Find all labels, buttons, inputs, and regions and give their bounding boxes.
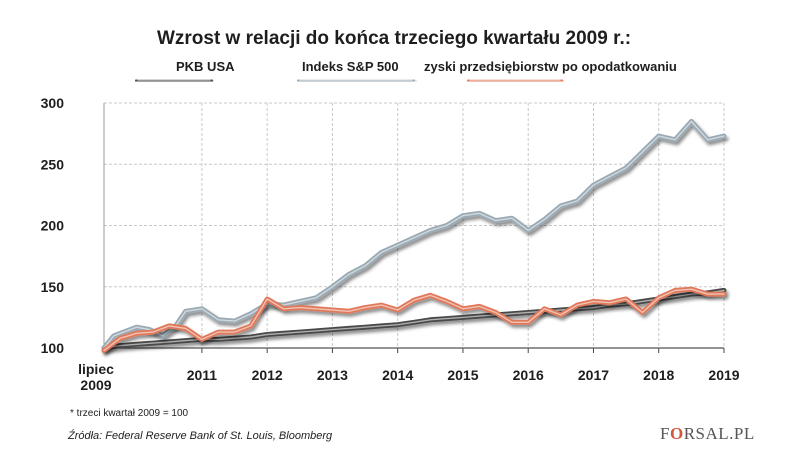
- y-tick-label: 150: [41, 279, 65, 295]
- source-note: Źródła: Federal Reserve Bank of St. Loui…: [68, 430, 333, 442]
- legend-label-pkb: PKB USA: [176, 59, 235, 74]
- x-tick-label: 2011: [187, 367, 218, 383]
- x-tick-label: 2013: [317, 367, 348, 383]
- x-tick-label: 2014: [382, 367, 413, 383]
- y-tick-label: 300: [41, 95, 65, 111]
- legend: [135, 78, 563, 84]
- x-tick-label: 2019: [708, 367, 739, 383]
- x-tick-label: 2016: [513, 367, 544, 383]
- axes: [103, 103, 725, 353]
- footnote: * trzeci kwartał 2009 = 100: [70, 408, 189, 419]
- series-line-sp500: [101, 118, 727, 351]
- series-layer: [101, 118, 727, 353]
- legend-label-sp500: Indeks S&P 500: [302, 59, 399, 74]
- y-tick-label: 200: [41, 218, 65, 234]
- series-highlight-corporate-profits: [103, 288, 725, 352]
- brand-logo: FORSAL.PL: [660, 424, 755, 443]
- series-corporate-profits: [101, 286, 727, 353]
- y-tick-label: 100: [41, 340, 65, 356]
- x-tick-label: 2012: [252, 367, 283, 383]
- legend-swatch-corporate-profits: [467, 78, 563, 84]
- chart-title: Wzrost w relacji do końca trzeciego kwar…: [156, 28, 632, 49]
- legend-swatch-sp500: [297, 78, 415, 84]
- series-highlight-sp500: [103, 120, 725, 349]
- x-tick-label: 2017: [578, 367, 609, 383]
- series-sp500: [101, 118, 727, 351]
- legend-swatch-pkb-usa: [135, 78, 213, 84]
- x-tick-label: 2015: [447, 367, 478, 383]
- x-tick-label: 2018: [643, 367, 674, 383]
- gridlines: [104, 102, 725, 349]
- x-tick-label: 2009: [80, 377, 111, 393]
- x-tick-label: lipiec: [78, 361, 114, 377]
- legend-label-profits: zyski przedsiębiorstw po opodatkowaniu: [424, 59, 677, 74]
- y-tick-label: 250: [41, 156, 65, 172]
